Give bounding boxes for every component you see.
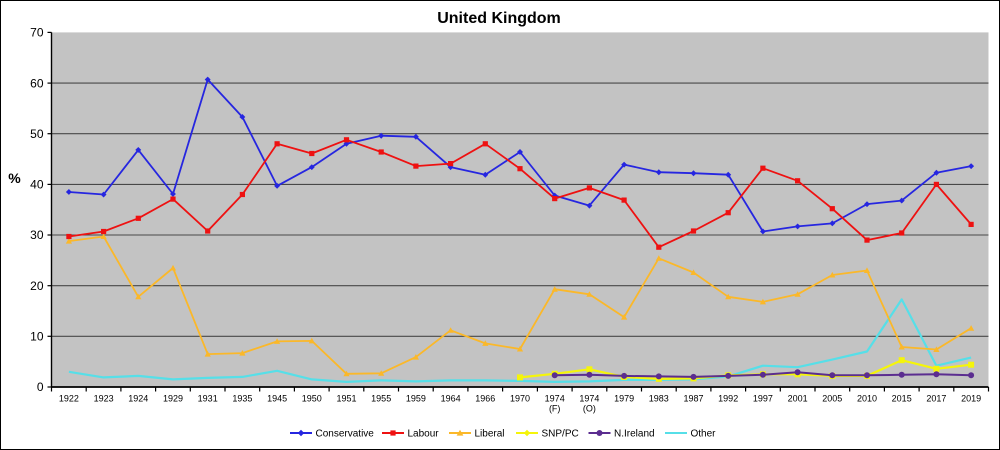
svg-text:1974: 1974 bbox=[545, 394, 565, 404]
svg-text:Liberal: Liberal bbox=[475, 429, 505, 440]
svg-text:1931: 1931 bbox=[198, 394, 218, 404]
svg-text:1924: 1924 bbox=[128, 394, 148, 404]
svg-text:1959: 1959 bbox=[406, 394, 426, 404]
svg-text:(F): (F) bbox=[549, 404, 561, 414]
svg-text:1966: 1966 bbox=[475, 394, 495, 404]
svg-text:2001: 2001 bbox=[788, 394, 808, 404]
svg-text:0: 0 bbox=[37, 380, 44, 394]
svg-text:1929: 1929 bbox=[163, 394, 183, 404]
svg-text:%: % bbox=[8, 170, 21, 186]
svg-text:10: 10 bbox=[30, 330, 44, 344]
svg-text:Other: Other bbox=[691, 429, 717, 440]
svg-text:(O): (O) bbox=[583, 404, 596, 414]
svg-text:1983: 1983 bbox=[649, 394, 669, 404]
svg-text:1992: 1992 bbox=[718, 394, 738, 404]
svg-text:1945: 1945 bbox=[267, 394, 287, 404]
svg-text:N.Ireland: N.Ireland bbox=[614, 429, 655, 440]
svg-text:1964: 1964 bbox=[441, 394, 461, 404]
svg-text:1950: 1950 bbox=[302, 394, 322, 404]
svg-text:United Kingdom: United Kingdom bbox=[437, 10, 561, 27]
svg-text:SNP/PC: SNP/PC bbox=[542, 429, 579, 440]
svg-text:1951: 1951 bbox=[336, 394, 356, 404]
svg-text:70: 70 bbox=[30, 26, 44, 40]
svg-text:1974: 1974 bbox=[579, 394, 599, 404]
svg-text:2010: 2010 bbox=[857, 394, 877, 404]
svg-text:2019: 2019 bbox=[961, 394, 981, 404]
svg-text:40: 40 bbox=[30, 178, 44, 192]
svg-text:1923: 1923 bbox=[94, 394, 114, 404]
svg-text:1955: 1955 bbox=[371, 394, 391, 404]
svg-text:50: 50 bbox=[30, 127, 44, 141]
svg-text:1997: 1997 bbox=[753, 394, 773, 404]
svg-text:1922: 1922 bbox=[59, 394, 79, 404]
svg-text:Labour: Labour bbox=[408, 429, 440, 440]
svg-text:2017: 2017 bbox=[926, 394, 946, 404]
svg-text:2005: 2005 bbox=[822, 394, 842, 404]
svg-text:60: 60 bbox=[30, 76, 44, 90]
svg-text:1935: 1935 bbox=[232, 394, 252, 404]
svg-text:2015: 2015 bbox=[892, 394, 912, 404]
svg-text:1979: 1979 bbox=[614, 394, 634, 404]
svg-text:1987: 1987 bbox=[683, 394, 703, 404]
svg-text:Conservative: Conservative bbox=[316, 429, 375, 440]
svg-text:20: 20 bbox=[30, 279, 44, 293]
svg-text:1970: 1970 bbox=[510, 394, 530, 404]
svg-text:30: 30 bbox=[30, 228, 44, 242]
